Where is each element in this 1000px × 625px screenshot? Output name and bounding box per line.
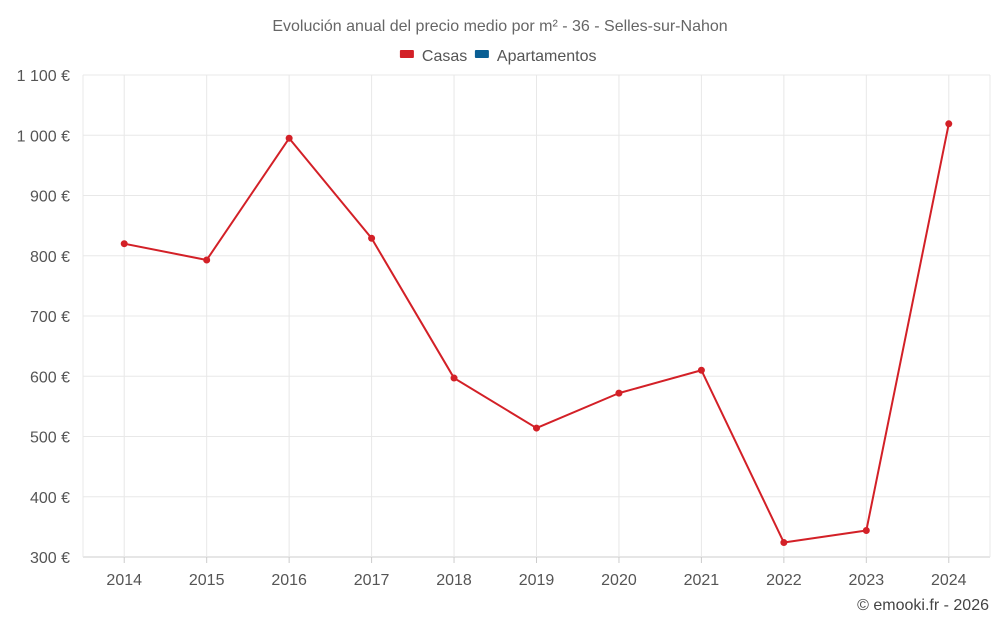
x-tick-label: 2017 [354, 572, 390, 589]
data-point [697, 366, 705, 374]
data-point [945, 120, 953, 128]
credit-text: © emooki.fr - 2026 [857, 597, 989, 614]
x-tick-label: 2022 [766, 572, 802, 589]
data-point [862, 526, 870, 534]
data-point [368, 234, 376, 242]
x-tick-label: 2024 [931, 572, 967, 589]
legend-swatch [399, 50, 414, 58]
y-tick-label: 1 100 € [17, 68, 70, 85]
data-point [533, 424, 540, 432]
x-tick-label: 2018 [436, 572, 472, 589]
data-point [120, 240, 128, 248]
legend: Casas Apartamentos [399, 48, 597, 65]
y-tick-label: 800 € [30, 249, 70, 266]
data-point [203, 256, 211, 264]
legend-label: Apartamentos [497, 48, 597, 65]
y-tick-label: 500 € [30, 430, 70, 447]
chart-title: Evolución anual del precio medio por m² … [272, 18, 727, 35]
y-tick-label: 1 000 € [17, 128, 70, 145]
y-tick-label: 700 € [30, 309, 70, 326]
x-tick-label: 2014 [106, 572, 142, 589]
x-tick-label: 2021 [684, 572, 720, 589]
grid-lines [82, 74, 991, 563]
y-tick-label: 400 € [30, 490, 70, 507]
series-layer [120, 120, 953, 547]
legend-item-casas: Casas [399, 48, 467, 65]
legend-swatch [474, 50, 489, 58]
y-tick-label: 600 € [30, 369, 70, 386]
y-tick-label: 900 € [30, 189, 70, 206]
x-tick-label: 2016 [271, 572, 307, 589]
data-point [780, 539, 788, 547]
data-point [615, 389, 623, 397]
x-tick-label: 2020 [601, 572, 637, 589]
y-tick-label: 300 € [30, 550, 70, 567]
x-tick-label: 2023 [849, 572, 885, 589]
x-tick-label: 2019 [519, 572, 555, 589]
data-point [450, 374, 458, 382]
x-tick-label: 2015 [189, 572, 225, 589]
data-point [285, 134, 293, 142]
x-axis-tick-labels: 2014 2015 2016 2017 2018 2019 2020 2021 2022 2023… [106, 572, 966, 589]
y-axis-tick-labels: 300 € 400 € 500 € 600 € 700 € 800 € 900 € 1 000… [17, 68, 70, 567]
legend-item-apartamentos: Apartamentos [474, 48, 597, 65]
legend-label: Casas [422, 48, 467, 65]
